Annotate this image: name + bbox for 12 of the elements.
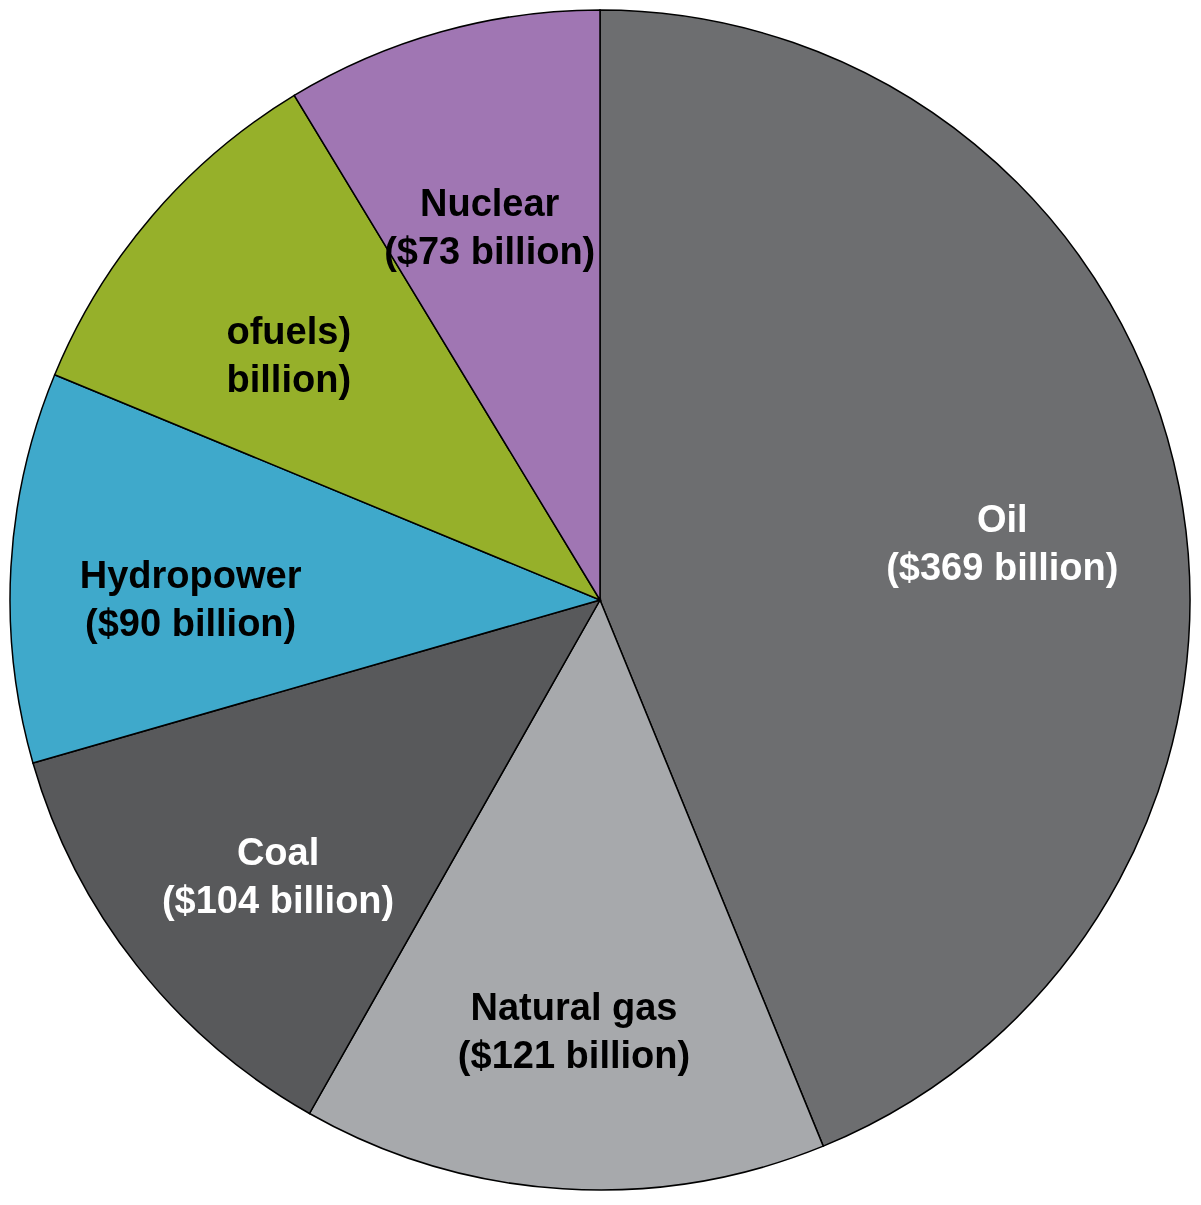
- data-label: ($104 billion): [161, 878, 395, 921]
- data-label: ($90 billion): [85, 602, 297, 645]
- data-label: ($73 billion): [384, 230, 596, 273]
- data-label: ($369 billion): [886, 545, 1119, 588]
- slice-label: Natural gas: [470, 986, 678, 1029]
- slice-label: ofuels): [226, 310, 352, 353]
- data-label: billion): [226, 358, 352, 401]
- data-label: ($121 billion): [457, 1034, 691, 1077]
- slice-label: Oil: [976, 497, 1028, 540]
- slice-label: Nuclear: [420, 182, 560, 225]
- slice-label: Hydropower: [79, 554, 302, 597]
- slice-label: Coal: [236, 830, 320, 873]
